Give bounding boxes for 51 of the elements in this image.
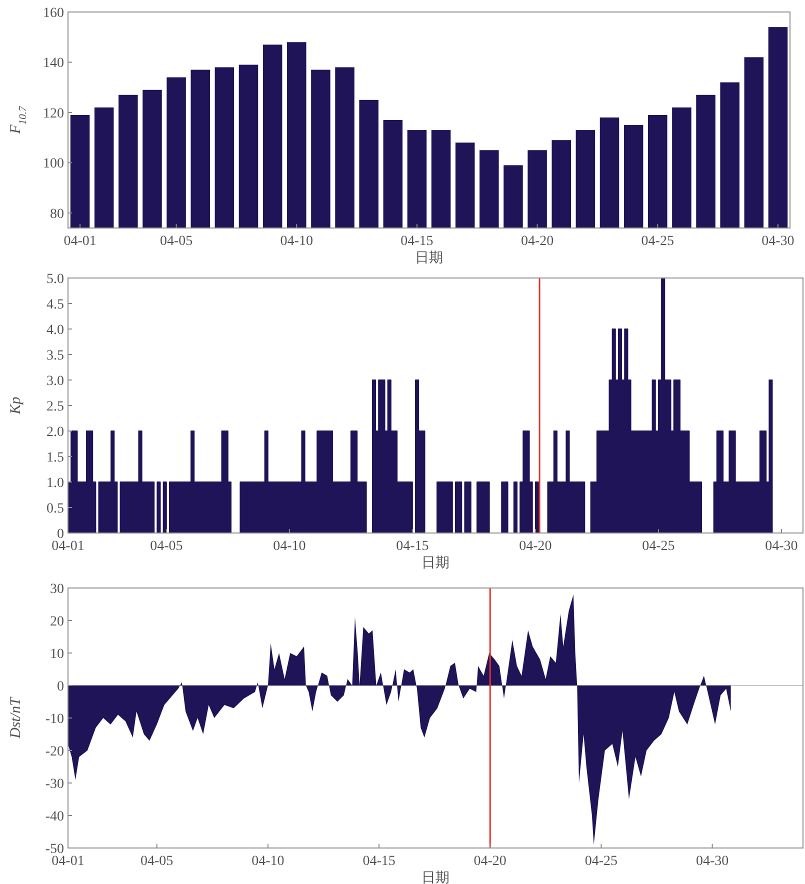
x-tick-label: 04-25 — [584, 854, 618, 869]
y-tick-label: 3.0 — [46, 374, 64, 389]
y-tick-label: 2.0 — [46, 425, 64, 440]
y-tick-label: 1.0 — [46, 476, 64, 491]
x-tick-label: 04-01 — [64, 234, 96, 249]
y-tick-label: 120 — [43, 106, 64, 122]
y-tick-label: 140 — [43, 56, 64, 72]
x-tick-label: 04-05 — [160, 234, 193, 249]
x-tick-label: 04-25 — [641, 234, 674, 249]
x-tick-label: 04-25 — [642, 539, 675, 554]
y-tick-label: -30 — [45, 777, 64, 792]
y-tick-label: 10 — [50, 647, 64, 662]
x-tick-label: 04-15 — [400, 234, 434, 249]
y-tick-label: 3.5 — [46, 348, 64, 364]
y-axis-title: Dst/nT — [8, 696, 24, 740]
y-axis-title: Kp — [8, 396, 24, 416]
y-tick-label: -40 — [45, 810, 64, 824]
y-tick-label: 5.0 — [46, 272, 64, 287]
x-axis-title: 日期 — [422, 870, 450, 884]
x-axis-title: 日期 — [422, 555, 450, 571]
y-tick-label: -50 — [45, 842, 64, 857]
x-tick-label: 04-15 — [396, 539, 429, 554]
y-tick-label: -20 — [45, 744, 64, 760]
y-tick-label: 4.0 — [46, 323, 64, 338]
y-tick-label: 0 — [57, 680, 64, 694]
y-tick-label: 100 — [43, 156, 64, 172]
y-tick-label: 2.5 — [46, 400, 64, 414]
x-tick-label: 04-15 — [362, 854, 396, 869]
y-tick-label: 160 — [43, 6, 64, 21]
x-tick-label: 04-10 — [273, 539, 306, 554]
y-tick-label: 4.5 — [46, 298, 64, 312]
x-tick-label: 04-30 — [696, 854, 729, 869]
x-axis-title: 日期 — [415, 250, 443, 266]
x-tick-label: 04-05 — [140, 854, 174, 869]
y-tick-label: 1.5 — [46, 450, 64, 466]
y-tick-label: 80 — [50, 206, 64, 222]
x-tick-label: 04-05 — [150, 539, 183, 554]
x-tick-label: 04-10 — [252, 854, 284, 869]
x-tick-label: 04-20 — [474, 854, 506, 869]
x-tick-label: 04-30 — [765, 539, 798, 554]
x-tick-label: 04-01 — [52, 854, 84, 869]
x-tick-label: 04-20 — [519, 539, 552, 554]
y-tick-label: -10 — [45, 712, 64, 727]
y-tick-label: 0 — [57, 527, 64, 542]
y-tick-label: 0.5 — [46, 502, 64, 516]
x-tick-label: 04-30 — [762, 234, 794, 249]
x-tick-label: 04-20 — [520, 234, 554, 249]
x-tick-label: 04-10 — [280, 234, 313, 249]
y-tick-label: 30 — [50, 582, 64, 597]
y-tick-label: 20 — [50, 614, 64, 630]
x-tick-label: 04-01 — [52, 539, 84, 554]
